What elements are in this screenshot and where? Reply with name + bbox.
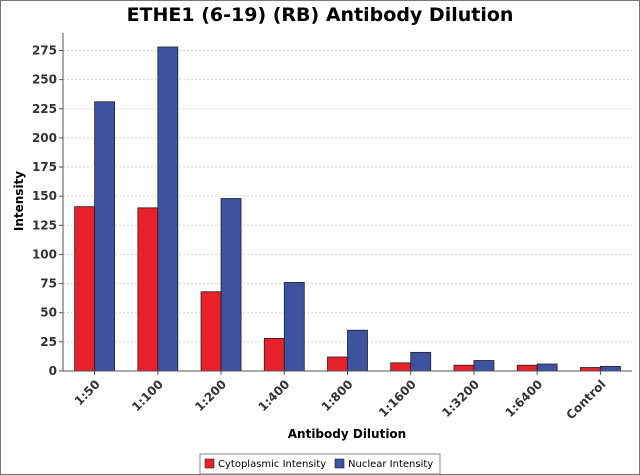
y-tick-label: 250 <box>32 73 57 87</box>
legend-label-nuclear: Nuclear Intensity <box>348 459 433 470</box>
y-tick-label: 200 <box>32 131 57 145</box>
x-tick-label: 1:6400 <box>502 377 545 420</box>
bar-nuclear <box>220 198 242 372</box>
y-tick-label: 75 <box>40 277 57 291</box>
bar-nuclear <box>283 282 305 372</box>
bar-nuclear <box>410 351 432 372</box>
y-tick-label: 175 <box>32 160 57 174</box>
y-tick-label: 125 <box>32 218 57 232</box>
bar-nuclear <box>599 365 621 372</box>
x-tick-label: 1:3200 <box>439 377 482 420</box>
x-tick-label: 1:400 <box>255 377 292 414</box>
x-axis-ticks: 1:50 1:100 1:200 1:400 1:800 1:1600 1:3200 1:64… <box>72 371 609 422</box>
x-tick-label: 1:1600 <box>376 377 419 420</box>
bar-cytoplasmic <box>200 291 222 372</box>
bar-cytoplasmic <box>74 206 96 372</box>
bars <box>74 46 621 372</box>
legend-label-cytoplasmic: Cytoplasmic Intensity <box>218 459 326 470</box>
legend-swatch-cytoplasmic <box>204 458 215 469</box>
legend: Cytoplasmic Intensity Nuclear Intensity <box>199 453 441 475</box>
bar-cytoplasmic <box>579 367 601 372</box>
bar-nuclear <box>157 46 179 372</box>
x-tick-label: 1:100 <box>129 377 166 414</box>
chart-title: ETHE1 (6-19) (RB) Antibody Dilution <box>127 4 514 26</box>
bar-cytoplasmic <box>137 207 159 372</box>
legend-swatch-nuclear <box>334 458 345 469</box>
x-tick-label: 1:800 <box>319 377 356 414</box>
x-tick-label: Control <box>564 377 609 422</box>
bar-cytoplasmic <box>453 364 475 372</box>
y-axis-label: Intensity <box>12 171 26 231</box>
bar-cytoplasmic <box>327 356 348 372</box>
bar-nuclear <box>536 363 558 372</box>
y-tick-label: 150 <box>32 189 57 203</box>
x-axis-label: Antibody Dilution <box>288 427 406 441</box>
y-tick-label: 0 <box>49 364 57 378</box>
x-tick-label: 1:200 <box>192 377 229 414</box>
y-tick-label: 100 <box>32 247 57 261</box>
y-tick-label: 275 <box>32 43 57 57</box>
bar-cytoplasmic <box>516 364 538 372</box>
y-axis-ticks: 0 25 50 75 100 125 150 175 200 225 250 275 <box>32 43 63 378</box>
bar-cytoplasmic <box>263 337 285 372</box>
bar-cytoplasmic <box>390 362 412 372</box>
legend-box <box>199 453 441 475</box>
bar-nuclear <box>94 101 116 372</box>
bar-nuclear <box>473 360 495 372</box>
y-tick-label: 225 <box>32 102 57 116</box>
x-tick-label: 1:50 <box>72 377 103 408</box>
bar-nuclear <box>347 329 368 372</box>
y-tick-label: 25 <box>40 335 57 349</box>
y-tick-label: 50 <box>40 306 57 320</box>
